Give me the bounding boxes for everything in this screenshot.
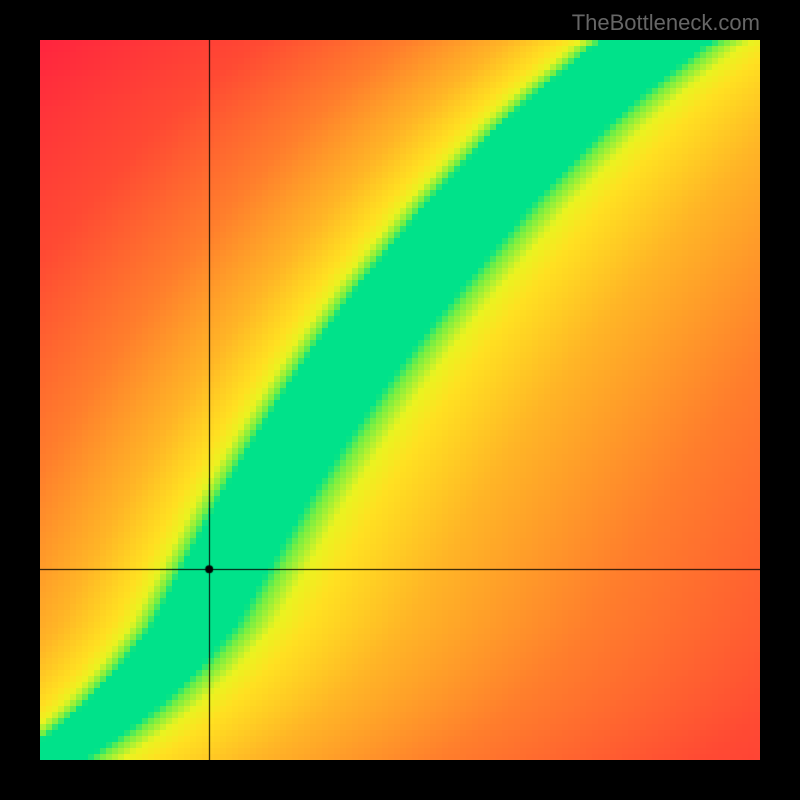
- watermark-label: TheBottleneck.com: [572, 10, 760, 36]
- crosshair-overlay: [40, 40, 760, 760]
- chart-container: TheBottleneck.com: [0, 0, 800, 800]
